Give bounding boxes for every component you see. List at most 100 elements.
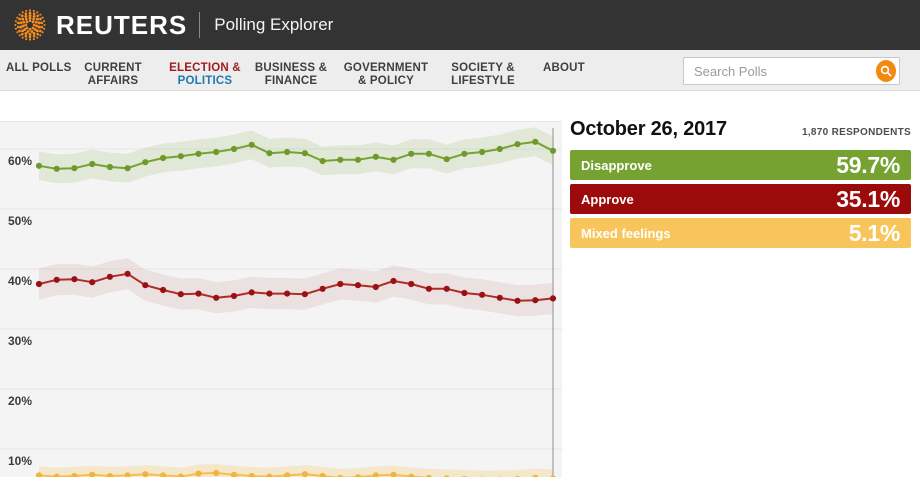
data-point[interactable] (479, 291, 486, 298)
data-point[interactable] (177, 473, 184, 477)
data-point[interactable] (532, 474, 539, 477)
data-point[interactable] (106, 472, 113, 477)
nav-item-business-finance[interactable]: BUSINESS & FINANCE (254, 62, 328, 87)
data-point[interactable] (142, 159, 149, 166)
data-point[interactable] (372, 472, 379, 477)
data-point[interactable] (514, 297, 521, 304)
data-point[interactable] (53, 165, 60, 172)
data-point[interactable] (195, 150, 202, 157)
data-point[interactable] (319, 472, 326, 477)
data-point[interactable] (53, 473, 60, 477)
data-point[interactable] (354, 474, 362, 477)
data-point[interactable] (248, 472, 255, 477)
data-point[interactable] (142, 471, 149, 477)
data-point[interactable] (35, 472, 43, 477)
data-point[interactable] (89, 160, 96, 168)
data-point[interactable] (514, 141, 521, 148)
data-point[interactable] (124, 472, 131, 477)
nav-item-all-polls[interactable]: ALL POLLS (6, 62, 72, 74)
data-point[interactable] (213, 294, 220, 301)
data-point[interactable] (496, 294, 503, 301)
data-point[interactable] (372, 153, 379, 160)
data-point[interactable] (230, 471, 238, 477)
data-point[interactable] (266, 150, 273, 157)
nav-item-current-affairs[interactable]: CURRENT AFFAIRS (84, 62, 142, 87)
data-point[interactable] (425, 285, 432, 292)
data-point[interactable] (443, 285, 450, 292)
data-point[interactable] (266, 290, 273, 297)
data-point[interactable] (248, 289, 255, 296)
data-point[interactable] (284, 148, 291, 156)
data-point[interactable] (213, 148, 220, 156)
data-point[interactable] (160, 154, 167, 162)
data-point[interactable] (230, 292, 238, 300)
data-point[interactable] (53, 276, 60, 283)
search-input[interactable] (684, 63, 876, 79)
nav-item-government-policy[interactable]: GOVERNMENT & POLICY (343, 62, 429, 87)
data-point[interactable] (142, 282, 149, 289)
data-point[interactable] (177, 153, 184, 160)
data-point[interactable] (160, 286, 167, 294)
brand-wordmark[interactable]: REUTERS (56, 9, 188, 40)
data-point[interactable] (532, 297, 539, 304)
data-point[interactable] (89, 279, 96, 286)
data-point[interactable] (35, 162, 43, 169)
data-point[interactable] (248, 141, 255, 148)
data-point[interactable] (337, 156, 344, 163)
main-nav: ALL POLLS CURRENT AFFAIRS ELECTION & POLITIC… (0, 50, 920, 91)
data-point[interactable] (301, 291, 308, 298)
nav-item-election-politics[interactable]: ELECTION & POLITICS (169, 62, 241, 87)
data-point[interactable] (408, 150, 415, 157)
data-point[interactable] (301, 471, 308, 477)
data-point[interactable] (390, 156, 397, 163)
data-point[interactable] (549, 295, 557, 302)
data-point[interactable] (425, 474, 432, 477)
data-point[interactable] (230, 145, 238, 153)
data-point[interactable] (319, 285, 326, 292)
data-point[interactable] (284, 472, 291, 477)
data-point[interactable] (177, 291, 184, 298)
reuters-logo-icon[interactable] (13, 8, 47, 42)
data-point[interactable] (89, 471, 96, 477)
data-point[interactable] (319, 157, 326, 165)
data-point[interactable] (408, 280, 415, 288)
data-point[interactable] (337, 474, 344, 477)
data-point[interactable] (461, 150, 468, 157)
nav-item-about[interactable]: ABOUT (543, 62, 585, 74)
poll-date: October 26, 2017 (570, 118, 727, 140)
data-point[interactable] (35, 280, 43, 288)
data-point[interactable] (549, 147, 557, 154)
data-point[interactable] (354, 156, 362, 163)
data-point[interactable] (266, 473, 273, 477)
data-point[interactable] (443, 156, 450, 163)
data-point[interactable] (461, 289, 468, 297)
data-point[interactable] (195, 290, 202, 297)
data-point[interactable] (479, 148, 486, 156)
data-point[interactable] (337, 280, 344, 288)
app-header: REUTERS Polling Explorer (0, 0, 920, 50)
data-point[interactable] (372, 283, 379, 291)
data-point[interactable] (160, 472, 167, 477)
data-point[interactable] (496, 145, 503, 153)
nav-item-society-lifestyle[interactable]: SOCIETY & LIFESTYLE (451, 62, 515, 87)
data-point[interactable] (425, 150, 432, 157)
data-point[interactable] (390, 471, 397, 477)
data-point[interactable] (301, 150, 308, 157)
data-point[interactable] (195, 470, 202, 477)
poll-trend-chart[interactable]: 60% 50% 40% 30% 20% 10% (0, 121, 562, 477)
data-point[interactable] (354, 282, 362, 289)
data-point[interactable] (390, 277, 397, 285)
data-point[interactable] (71, 276, 78, 283)
poll-details-panel: October 26, 2017 1,870 RESPONDENTS Disap… (570, 118, 911, 252)
search-button[interactable] (876, 60, 896, 82)
data-point[interactable] (408, 473, 415, 477)
data-point[interactable] (124, 165, 131, 172)
data-point[interactable] (532, 138, 539, 145)
data-point[interactable] (213, 469, 220, 477)
data-point[interactable] (106, 163, 113, 171)
data-point[interactable] (284, 290, 291, 297)
data-point[interactable] (124, 270, 131, 277)
data-point[interactable] (71, 472, 78, 477)
data-point[interactable] (106, 273, 113, 280)
data-point[interactable] (71, 165, 78, 172)
